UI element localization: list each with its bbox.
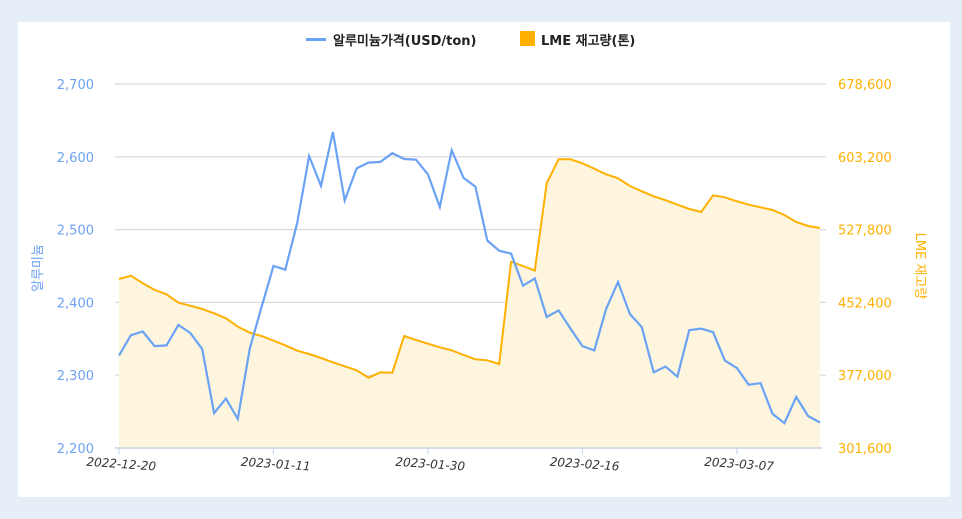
y-left-tick-label: 2,500 — [57, 224, 94, 239]
x-tick-label: 2023-01-11 — [240, 455, 311, 474]
legend-swatch-price — [306, 38, 326, 41]
y-left-title: 알루미늄 — [31, 244, 46, 292]
stock-area — [119, 159, 820, 449]
y-right-title: LME 재고량 — [912, 233, 927, 300]
y-left-tick-label: 2,600 — [57, 151, 94, 166]
legend: 알루미늄가격(USD/ton) LME 재고량(톤) — [306, 31, 635, 49]
y-left-tick-label: 2,400 — [57, 296, 94, 311]
y-right-tick-label: 678,600 — [838, 78, 892, 93]
price-line — [118, 131, 821, 425]
y-right-tick-label: 301,600 — [838, 442, 892, 457]
x-tick-label: 2022-12-20 — [86, 455, 157, 474]
legend-label-stock: LME 재고량(톤) — [541, 34, 635, 49]
y-left-tick-label: 2,300 — [57, 369, 94, 384]
y-right-tick-label: 603,200 — [838, 151, 892, 166]
y-left-tick-label: 2,200 — [57, 442, 94, 457]
legend-label-price: 알루미늄가격(USD/ton) — [333, 33, 477, 49]
y-right-tick-label: 377,000 — [838, 369, 892, 384]
x-tick-label: 2023-03-07 — [704, 455, 775, 474]
stock-line — [118, 158, 821, 379]
x-tick-label: 2023-02-16 — [549, 455, 620, 474]
legend-swatch-stock — [520, 31, 535, 46]
y-left-tick-label: 2,700 — [57, 78, 94, 93]
x-tick-label: 2023-01-30 — [395, 455, 466, 474]
y-right-tick-label: 452,400 — [838, 296, 892, 311]
y-right-tick-label: 527,800 — [838, 224, 892, 239]
